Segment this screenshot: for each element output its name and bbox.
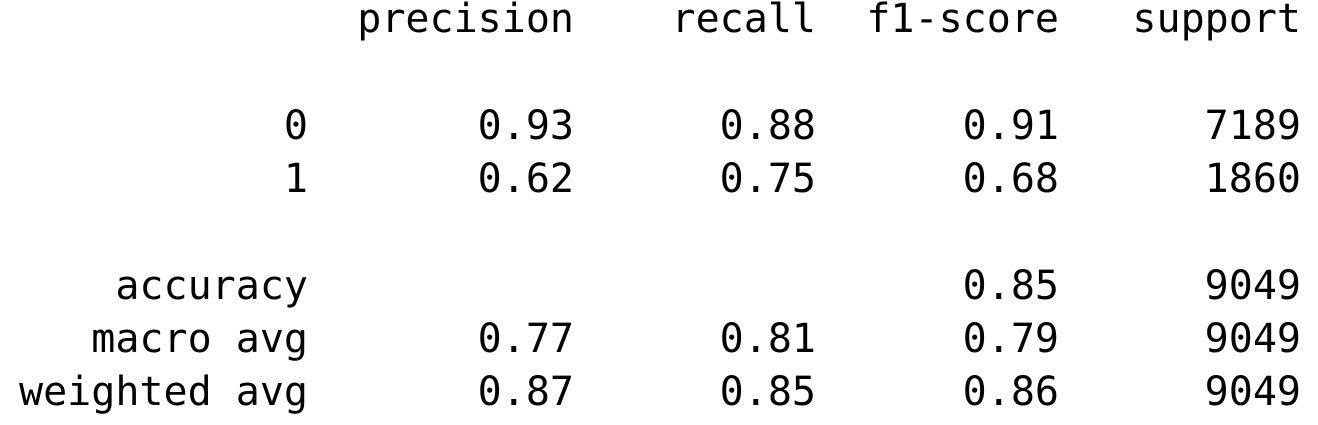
class-row-1: 1 0.62 0.75 0.68 1860: [0, 153, 1318, 207]
precision-value: 0.77: [477, 316, 574, 362]
class-row-0: 0 0.93 0.88 0.91 7189: [0, 100, 1318, 154]
header-f1-score: f1-score: [866, 0, 1059, 42]
f1-score-value: 0.86: [962, 369, 1059, 415]
accuracy-row: accuracy 0.85 9049: [0, 260, 1318, 314]
recall-value: 0.75: [719, 156, 816, 202]
header-support: support: [1132, 0, 1301, 42]
header-precision: precision: [357, 0, 574, 42]
macro-avg-row: macro avg 0.77 0.81 0.79 9049: [0, 313, 1318, 367]
f1-score-value: 0.68: [962, 156, 1059, 202]
row-label: 1: [283, 156, 308, 202]
header-recall: recall: [671, 0, 817, 42]
row-label: accuracy: [115, 263, 308, 309]
row-label: macro avg: [91, 316, 308, 362]
weighted-avg-row: weighted avg 0.87 0.85 0.86 9049: [0, 366, 1318, 420]
precision-value: 0.87: [477, 369, 574, 415]
f1-score-value: 0.79: [962, 316, 1059, 362]
precision-value: 0.93: [477, 103, 574, 149]
support-value: 7189: [1204, 103, 1301, 149]
recall-value: 0.88: [719, 103, 816, 149]
row-label: 0: [283, 103, 308, 149]
support-value: 9049: [1204, 263, 1301, 309]
recall-value: 0.81: [719, 316, 816, 362]
support-value: 1860: [1204, 156, 1301, 202]
recall-value: 0.85: [719, 369, 816, 415]
support-value: 9049: [1204, 369, 1301, 415]
support-value: 9049: [1204, 316, 1301, 362]
precision-value: 0.62: [477, 156, 574, 202]
header-row: precision recall f1-score support: [0, 0, 1318, 47]
f1-score-value: 0.91: [962, 103, 1059, 149]
row-label: weighted avg: [19, 369, 308, 415]
f1-score-value: 0.85: [962, 263, 1059, 309]
